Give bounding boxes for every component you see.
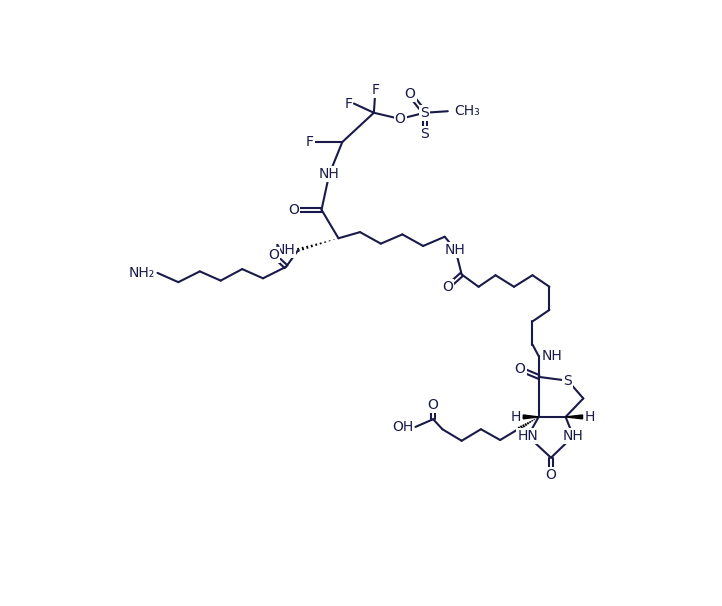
Polygon shape [565, 415, 583, 419]
Text: S: S [420, 127, 429, 141]
Text: OH: OH [392, 420, 413, 434]
Text: S: S [420, 106, 429, 120]
Text: O: O [288, 203, 299, 217]
Text: NH: NH [319, 167, 339, 181]
Text: O: O [546, 468, 557, 482]
Text: NH: NH [542, 349, 562, 363]
Polygon shape [523, 415, 539, 419]
Text: NH: NH [445, 243, 466, 257]
Text: F: F [344, 96, 352, 110]
Text: O: O [443, 280, 453, 294]
Text: O: O [404, 87, 415, 101]
Text: H: H [510, 410, 521, 424]
Text: F: F [371, 82, 380, 97]
Text: NH₂: NH₂ [129, 266, 155, 280]
Text: O: O [515, 362, 526, 376]
Text: HN: HN [518, 429, 538, 443]
Text: S: S [564, 374, 573, 388]
Text: CH₃: CH₃ [454, 104, 479, 118]
Text: NH: NH [274, 243, 295, 257]
Text: H: H [585, 410, 595, 424]
Text: O: O [269, 248, 279, 262]
Text: NH: NH [563, 429, 583, 443]
Text: O: O [395, 112, 406, 126]
Text: O: O [427, 398, 438, 412]
Text: F: F [306, 135, 314, 149]
